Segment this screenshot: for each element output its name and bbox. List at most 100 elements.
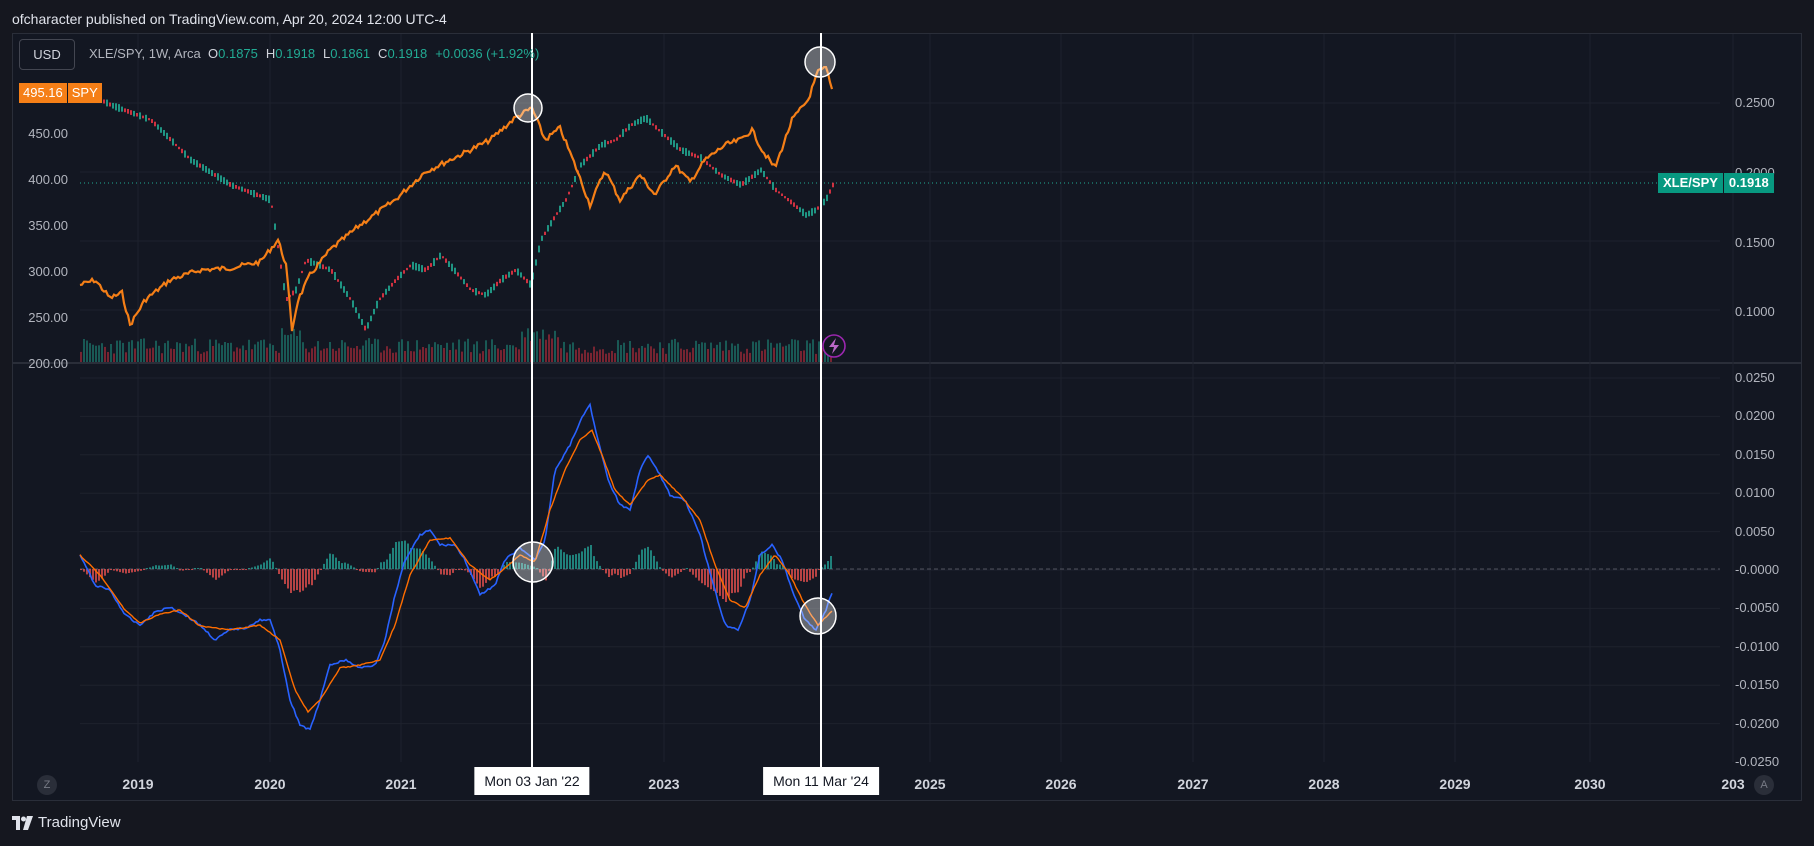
volume-bar <box>626 352 628 362</box>
candle <box>250 190 252 195</box>
candle <box>295 286 297 294</box>
candle <box>478 291 480 295</box>
volume-bar <box>263 339 265 362</box>
volume-bar <box>551 338 553 362</box>
highlight-circle-macd-cross[interactable] <box>512 541 554 583</box>
candle <box>292 290 294 296</box>
time-axis-year: 2030 <box>1574 776 1606 792</box>
histogram-bar <box>203 569 205 571</box>
histogram-bar <box>161 565 163 569</box>
volume-bar <box>692 347 694 362</box>
histogram-bar <box>788 569 790 575</box>
candle <box>172 138 174 146</box>
volume-bar <box>83 339 85 362</box>
histogram-bar <box>359 569 361 572</box>
candle <box>106 99 108 107</box>
volume-bar <box>401 339 403 362</box>
volume-bar <box>803 350 805 362</box>
highlight-circle-spy-2024[interactable] <box>804 46 836 78</box>
tradingview-footer[interactable]: TradingView <box>12 814 121 831</box>
chart-frame[interactable] <box>12 33 1802 801</box>
highlight-circle-macd-low[interactable] <box>799 597 837 635</box>
histogram-bar <box>614 569 616 574</box>
histogram-bar <box>782 565 784 569</box>
volume-bar <box>170 348 172 362</box>
volume-bar <box>710 342 712 362</box>
volume-bar <box>725 340 727 362</box>
candle <box>826 194 828 202</box>
volume-bar <box>761 350 763 362</box>
volume-bar <box>353 348 355 362</box>
histogram-bar <box>332 554 334 569</box>
time-marker-label-2[interactable]: Mon 11 Mar '24 <box>763 767 879 795</box>
histogram-bar <box>491 569 493 577</box>
volume-bar <box>305 348 307 362</box>
histogram-bar <box>575 554 577 569</box>
spy-price-tag[interactable]: 495.16 SPY <box>19 83 102 103</box>
candle <box>805 212 807 218</box>
histogram-bar <box>464 569 466 571</box>
histogram-bar <box>521 563 523 569</box>
highlight-circle-spy-2022[interactable] <box>513 93 543 123</box>
volume-bar <box>95 345 97 362</box>
histogram-bar <box>101 569 103 579</box>
publisher-line: ofcharacter published on TradingView.com… <box>12 11 447 27</box>
lightning-icon[interactable] <box>822 334 846 358</box>
time-axis-year: 2026 <box>1045 776 1077 792</box>
histogram-bar <box>608 569 610 577</box>
time-marker-label-1[interactable]: Mon 03 Jan '22 <box>474 767 590 795</box>
volume-bar <box>782 346 784 362</box>
histogram-bar <box>698 569 700 581</box>
candle <box>157 124 159 130</box>
volume-bar <box>500 350 502 362</box>
volume-bar <box>797 340 799 362</box>
histogram-bar <box>704 569 706 586</box>
histogram-bar <box>383 561 385 569</box>
histogram-bar <box>155 565 157 569</box>
candle <box>484 291 486 298</box>
volume-bar <box>422 347 424 362</box>
volume-bar <box>563 341 565 362</box>
change-value: +0.0036 (+1.92%) <box>435 46 540 61</box>
histogram-bar <box>467 569 469 573</box>
volume-bar <box>722 350 724 362</box>
histogram-bar <box>251 567 253 569</box>
volume-bar <box>413 351 415 362</box>
volume-bar <box>806 340 808 362</box>
histogram-bar <box>197 568 199 569</box>
candle <box>253 190 255 198</box>
candle <box>256 192 258 197</box>
histogram-bar <box>524 563 526 569</box>
histogram-bar <box>701 569 703 584</box>
auto-scale-button[interactable]: A <box>1754 775 1774 795</box>
symbol-legend[interactable]: XLE/SPY, 1W, Arca O0.1875 H0.1918 L0.1861 C… <box>89 46 547 61</box>
volume-bar <box>230 342 232 362</box>
volume-bar <box>632 347 634 362</box>
volume-bar <box>140 338 142 362</box>
candle <box>727 176 729 181</box>
candle <box>514 269 516 273</box>
histogram-bar <box>335 557 337 569</box>
candle <box>454 267 456 275</box>
histogram-bar <box>692 569 694 575</box>
volume-bar <box>152 347 154 362</box>
histogram-bar <box>755 561 757 570</box>
volume-bar <box>695 340 697 362</box>
candle <box>196 160 198 168</box>
volume-bar <box>596 351 598 362</box>
candle <box>685 148 687 156</box>
candle <box>265 195 267 202</box>
volume-bar <box>245 350 247 362</box>
histogram-bar <box>314 569 316 580</box>
histogram-bar <box>395 542 397 569</box>
scale-z-button[interactable]: Z <box>37 775 57 795</box>
candle <box>628 123 630 131</box>
histogram-bar <box>635 561 637 569</box>
xle-spy-price-tag[interactable]: XLE/SPY 0.1918 <box>1658 173 1774 193</box>
currency-button[interactable]: USD <box>19 39 75 70</box>
histogram-bar <box>737 569 739 593</box>
histogram-bar <box>218 569 220 578</box>
volume-bar <box>212 346 214 362</box>
volume-bar <box>128 341 130 362</box>
